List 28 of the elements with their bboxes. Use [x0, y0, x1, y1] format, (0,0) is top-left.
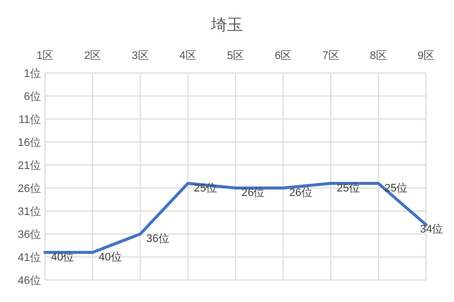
- text: 25位: [336, 182, 360, 194]
- y-tick-label: 41位: [18, 252, 41, 264]
- y-tick-label: 21位: [18, 160, 41, 172]
- y-tick-label: 36位: [18, 228, 41, 241]
- x-tick-label: 9区: [417, 50, 435, 62]
- text: 26位: [242, 186, 265, 199]
- text: 40位: [51, 251, 74, 264]
- y-tick-label: 11位: [18, 114, 41, 126]
- y-tick-label: 46位: [18, 274, 41, 287]
- chart-title: 埼玉: [210, 17, 243, 34]
- y-tick-label: 1位: [24, 68, 41, 80]
- text: 25位: [384, 182, 408, 194]
- x-tick-label: 7区: [322, 50, 340, 62]
- x-tick-label: 4区: [179, 50, 196, 62]
- y-tick-label: 26位: [18, 182, 41, 195]
- text: 40位: [98, 251, 122, 264]
- text: 26位: [289, 186, 312, 199]
- x-tick-label: 5区: [226, 50, 244, 62]
- y-tick-label: 16位: [18, 136, 41, 149]
- x-tick-label: 6区: [274, 50, 292, 62]
- x-tick-label: 1区: [36, 50, 54, 62]
- x-tick-label: 2区: [84, 50, 102, 62]
- x-tick-label: 8区: [370, 50, 387, 62]
- x-tick-label: 3区: [132, 50, 149, 62]
- y-tick-label: 31位: [18, 206, 41, 218]
- text: 36位: [146, 232, 170, 245]
- text: 34位: [420, 224, 444, 236]
- y-tick-label: 6位: [24, 90, 41, 103]
